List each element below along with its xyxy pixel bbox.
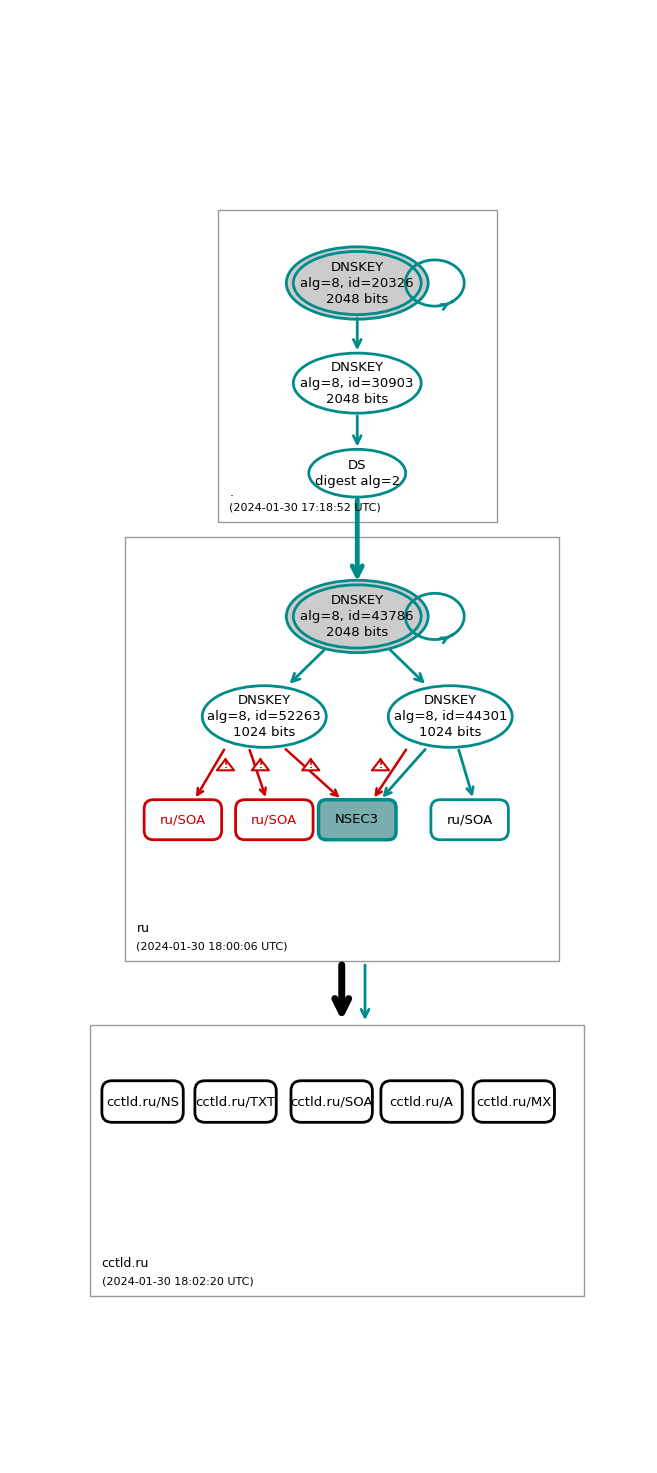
Text: (2024-01-30 17:18:52 UTC): (2024-01-30 17:18:52 UTC) — [229, 502, 381, 513]
Text: !: ! — [258, 762, 262, 770]
Text: (2024-01-30 18:02:20 UTC): (2024-01-30 18:02:20 UTC) — [101, 1277, 253, 1287]
FancyBboxPatch shape — [125, 538, 558, 960]
Polygon shape — [217, 759, 234, 770]
Ellipse shape — [293, 354, 421, 412]
FancyBboxPatch shape — [102, 1081, 183, 1122]
Text: ru/SOA: ru/SOA — [160, 813, 206, 826]
Ellipse shape — [202, 686, 327, 747]
Text: DNSKEY
alg=8, id=20326
2048 bits: DNSKEY alg=8, id=20326 2048 bits — [300, 261, 414, 305]
Text: cctld.ru/SOA: cctld.ru/SOA — [290, 1094, 373, 1108]
Text: !: ! — [223, 762, 227, 770]
Text: DNSKEY
alg=8, id=44301
1024 bits: DNSKEY alg=8, id=44301 1024 bits — [394, 694, 507, 739]
Text: cctld.ru/A: cctld.ru/A — [390, 1094, 453, 1108]
Text: .: . — [229, 486, 233, 499]
FancyBboxPatch shape — [236, 800, 313, 840]
Ellipse shape — [286, 247, 428, 320]
Ellipse shape — [293, 585, 421, 648]
Polygon shape — [252, 759, 269, 770]
Text: ru/SOA: ru/SOA — [447, 813, 493, 826]
Polygon shape — [372, 759, 389, 770]
Text: NSEC3: NSEC3 — [335, 813, 379, 826]
Text: cctld.ru: cctld.ru — [101, 1256, 149, 1270]
Text: cctld.ru/NS: cctld.ru/NS — [106, 1094, 179, 1108]
Text: DNSKEY
alg=8, id=52263
1024 bits: DNSKEY alg=8, id=52263 1024 bits — [208, 694, 321, 739]
FancyBboxPatch shape — [144, 800, 221, 840]
FancyBboxPatch shape — [90, 1025, 583, 1296]
FancyBboxPatch shape — [319, 800, 396, 840]
FancyBboxPatch shape — [381, 1081, 463, 1122]
Polygon shape — [302, 759, 319, 770]
Text: DNSKEY
alg=8, id=30903
2048 bits: DNSKEY alg=8, id=30903 2048 bits — [300, 361, 414, 405]
Text: cctld.ru/MX: cctld.ru/MX — [476, 1094, 551, 1108]
Text: ru/SOA: ru/SOA — [251, 813, 298, 826]
Text: !: ! — [309, 762, 313, 770]
Text: DNSKEY
alg=8, id=43786
2048 bits: DNSKEY alg=8, id=43786 2048 bits — [300, 594, 414, 639]
FancyBboxPatch shape — [217, 209, 497, 521]
Text: !: ! — [378, 762, 382, 770]
Ellipse shape — [286, 580, 428, 653]
Text: (2024-01-30 18:00:06 UTC): (2024-01-30 18:00:06 UTC) — [137, 941, 288, 952]
FancyBboxPatch shape — [431, 800, 509, 840]
FancyBboxPatch shape — [291, 1081, 373, 1122]
Ellipse shape — [309, 449, 405, 496]
FancyBboxPatch shape — [473, 1081, 555, 1122]
Text: DS
digest alg=2: DS digest alg=2 — [315, 458, 400, 488]
Text: cctld.ru/TXT: cctld.ru/TXT — [196, 1094, 275, 1108]
Ellipse shape — [293, 252, 421, 315]
Text: ru: ru — [137, 922, 149, 935]
FancyBboxPatch shape — [195, 1081, 276, 1122]
Ellipse shape — [388, 686, 512, 747]
